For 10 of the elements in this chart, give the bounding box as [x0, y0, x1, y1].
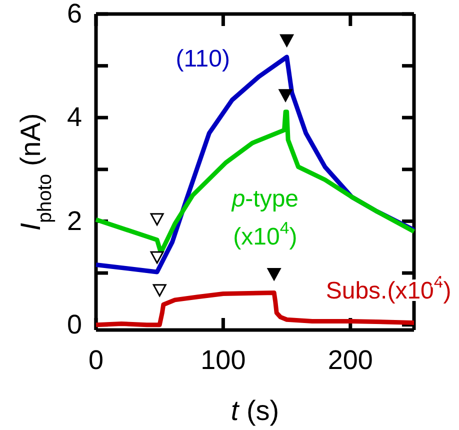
- y-tick-label: 4: [66, 102, 82, 132]
- series-label: (110): [176, 46, 230, 73]
- x-axis-title: t (s): [230, 395, 280, 426]
- series-label: p-type (x10$^{4}$): [230, 186, 299, 251]
- y-tick-label: 0: [66, 309, 82, 340]
- y-tick-label: 2: [66, 206, 82, 236]
- x-tick-label: 200: [328, 345, 373, 376]
- x-tick-label: 100: [200, 345, 246, 376]
- y-tick-label: 6: [66, 0, 82, 29]
- x-tick-label: 0: [88, 345, 104, 376]
